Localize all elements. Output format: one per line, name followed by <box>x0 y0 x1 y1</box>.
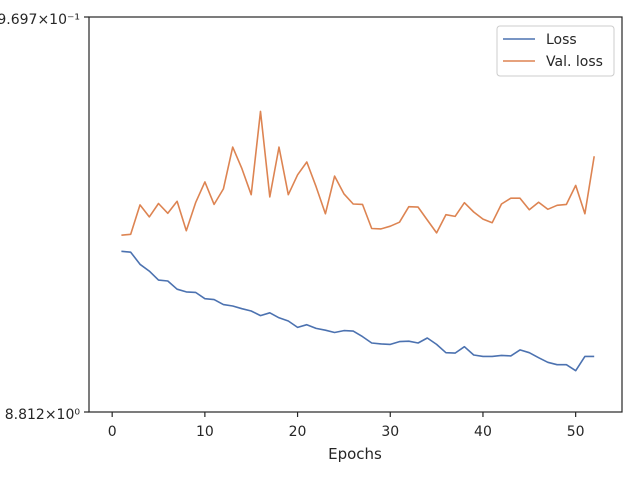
x-axis-ticks: 0 10 20 30 40 50 <box>108 412 585 440</box>
x-tick-label: 30 <box>381 424 399 440</box>
y-tick-label-top: 9.697×10⁻¹ <box>0 12 80 28</box>
x-axis-label: Epochs <box>328 445 382 463</box>
y-tick-label-bottom: 8.812×10⁰ <box>5 407 81 423</box>
y-axis-ticks: 9.697×10⁻¹ 8.812×10⁰ <box>0 12 89 423</box>
series-line-loss <box>121 250 595 372</box>
legend: Loss Val. loss <box>496 25 615 77</box>
x-tick-label: 20 <box>289 424 307 440</box>
x-tick-label: 10 <box>196 424 214 440</box>
series-layer <box>121 110 595 372</box>
plot-area <box>88 16 623 413</box>
legend-label-loss: Loss <box>546 32 577 48</box>
x-tick-label: 50 <box>567 424 585 440</box>
legend-label-val-loss: Val. loss <box>546 54 603 70</box>
series-line-val-loss <box>121 110 595 236</box>
x-tick-label: 40 <box>474 424 492 440</box>
x-tick-label: 0 <box>108 424 117 440</box>
